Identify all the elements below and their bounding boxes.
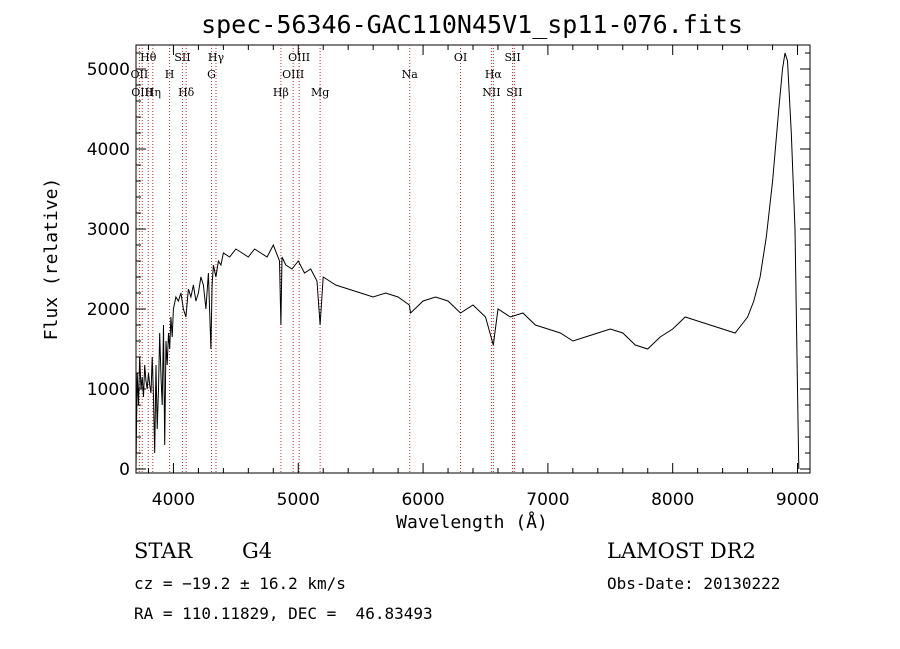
- line-label: OI: [454, 51, 467, 64]
- y-tick-label: 4000: [87, 140, 130, 160]
- line-label: Hθ: [140, 51, 157, 64]
- redshift-text: cz = −19.2 ± 16.2 km/s: [134, 574, 346, 593]
- line-label: Hη: [145, 86, 161, 99]
- object-class: STAR: [134, 539, 193, 563]
- y-tick-label: 5000: [87, 60, 130, 80]
- line-label: Hδ: [178, 86, 195, 99]
- x-tick-label: 5000: [277, 490, 320, 510]
- line-label: Hγ: [208, 51, 225, 64]
- line-label: G: [207, 68, 216, 81]
- y-tick-label: 3000: [87, 220, 130, 240]
- object-subclass: G4: [242, 539, 273, 563]
- spectrum-line: [135, 52, 800, 470]
- line-label: H: [165, 68, 175, 81]
- line-label: OII: [131, 68, 149, 81]
- y-tick-label: 1000: [87, 380, 130, 400]
- line-label: SII: [504, 51, 520, 64]
- y-axis-label: Flux (relative): [41, 178, 62, 341]
- spectrum-chart: spec-56346-GAC110N45V1_sp11-076.fits Hθ O…: [41, 10, 819, 533]
- plot-frame: [135, 44, 811, 474]
- spectral-line-markers: [138, 45, 515, 473]
- line-label: OIII: [282, 68, 304, 81]
- line-label: Mg: [311, 86, 329, 99]
- line-label: OIII: [131, 86, 153, 99]
- x-tick-label: 8000: [651, 490, 694, 510]
- chart-title: spec-56346-GAC110N45V1_sp11-076.fits: [201, 10, 743, 39]
- x-tick-label: 4000: [152, 490, 195, 510]
- y-tick-label: 2000: [87, 300, 130, 320]
- survey-name: LAMOST DR2: [607, 539, 756, 563]
- line-label: OIII: [288, 51, 310, 64]
- line-label: SII: [174, 51, 190, 64]
- line-label: SII: [506, 86, 522, 99]
- line-label: Na: [402, 68, 419, 81]
- line-label: Hα: [485, 68, 503, 81]
- x-axis-ticks: 4000 5000 6000 7000 8000 9000: [147, 45, 819, 510]
- x-axis-label: Wavelength (Å): [396, 511, 548, 533]
- x-tick-label: 9000: [776, 490, 819, 510]
- y-axis-ticks: 0 1000 2000 3000 4000 5000: [87, 52, 810, 480]
- line-label: NII: [482, 86, 500, 99]
- obs-date: Obs-Date: 20130222: [607, 574, 781, 593]
- line-label: Hβ: [273, 86, 289, 99]
- y-tick-label: 0: [119, 460, 130, 480]
- coordinates-text: RA = 110.11829, DEC = 46.83493: [134, 604, 433, 623]
- x-tick-label: 6000: [401, 490, 444, 510]
- x-tick-label: 7000: [526, 490, 569, 510]
